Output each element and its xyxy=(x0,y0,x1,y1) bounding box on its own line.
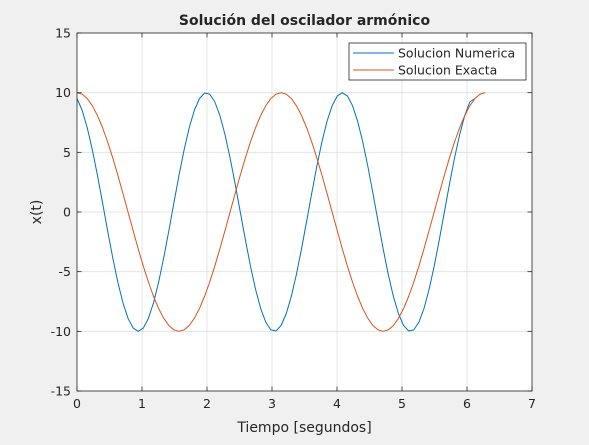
x-tick-label: 7 xyxy=(528,396,536,411)
y-tick-label: 15 xyxy=(55,26,71,41)
legend-box xyxy=(348,42,527,81)
tick-layer xyxy=(76,32,533,392)
legend-label-numerica: Solucion Numerica xyxy=(398,46,515,61)
x-tick-label: 5 xyxy=(398,396,406,411)
x-tick-label: 1 xyxy=(138,396,146,411)
y-tick-label: -5 xyxy=(59,264,71,279)
y-tick-label: -15 xyxy=(51,384,71,399)
legend-label-exacta: Solucion Exacta xyxy=(398,63,497,78)
tick-label-layer: 0 1 2 3 4 5 6 7 -15 -10 -5 0 5 10 15 xyxy=(51,26,536,412)
x-tick-label: 6 xyxy=(463,396,471,411)
x-tick-label: 4 xyxy=(333,396,341,411)
y-axis-label: x(t) xyxy=(29,200,45,225)
series-line-exacta xyxy=(76,92,486,332)
y-tick-label: 0 xyxy=(63,205,71,220)
y-tick-label: 5 xyxy=(63,145,71,160)
x-tick-label: 0 xyxy=(73,396,81,411)
x-axis-label: Tiempo [segundos] xyxy=(236,420,371,436)
series-line-numerica xyxy=(76,92,476,332)
y-tick-label: -10 xyxy=(51,324,71,339)
legend: Solucion Numerica Solucion Exacta xyxy=(348,42,527,81)
y-tick-label: 10 xyxy=(55,85,71,100)
x-tick-label: 2 xyxy=(203,396,211,411)
x-tick-label: 3 xyxy=(268,396,276,411)
chart-title: Solución del oscilador armónico xyxy=(179,13,431,29)
series-layer xyxy=(76,92,486,332)
